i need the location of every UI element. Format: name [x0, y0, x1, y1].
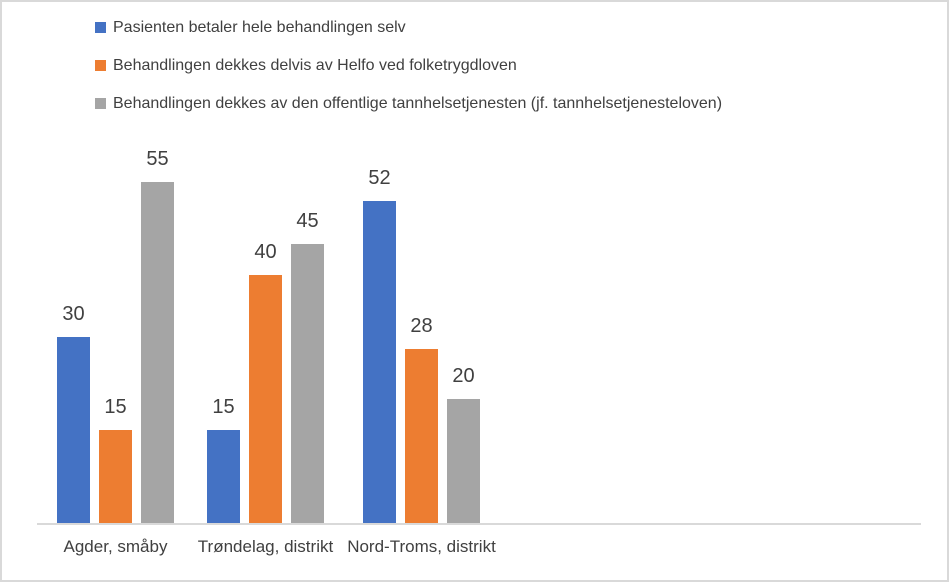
legend-swatch-icon	[95, 98, 106, 109]
data-label: 52	[368, 167, 391, 189]
chart-legend: Pasienten betaler hele behandlingen selv…	[95, 19, 722, 133]
data-label: 30	[62, 303, 85, 325]
bar-Agder, småby-series-3	[141, 182, 174, 523]
x-axis-line	[37, 523, 921, 525]
bar-Agder, småby-series-2	[99, 430, 132, 523]
data-label: 20	[452, 365, 475, 387]
legend-item: Pasienten betaler hele behandlingen selv	[95, 19, 722, 36]
category-label: Trøndelag, distrikt	[197, 537, 334, 556]
bar-Nord-Troms, distrikt-series-3	[447, 399, 480, 523]
bar-Nord-Troms, distrikt-series-2	[405, 349, 438, 523]
legend-swatch-icon	[95, 60, 106, 71]
data-label: 40	[254, 241, 277, 263]
category-label: Nord-Troms, distrikt	[347, 537, 496, 556]
data-label: 15	[104, 396, 127, 418]
data-label: 15	[212, 396, 235, 418]
bar-Trøndelag, distrikt-series-1	[207, 430, 240, 523]
legend-swatch-icon	[95, 22, 106, 33]
data-label: 45	[296, 210, 319, 232]
bar-Trøndelag, distrikt-series-2	[249, 275, 282, 523]
bar-Trøndelag, distrikt-series-3	[291, 244, 324, 523]
data-label: 55	[146, 148, 169, 170]
legend-label: Pasienten betaler hele behandlingen selv	[113, 18, 406, 36]
legend-item: Behandlingen dekkes av den offentlige ta…	[95, 95, 722, 112]
legend-item: Behandlingen dekkes delvis av Helfo ved …	[95, 57, 722, 74]
category-label: Agder, småby	[63, 537, 168, 556]
legend-label: Behandlingen dekkes av den offentlige ta…	[113, 94, 723, 112]
data-label: 28	[410, 315, 433, 337]
bar-Agder, småby-series-1	[57, 337, 90, 523]
bar-Nord-Troms, distrikt-series-1	[363, 201, 396, 523]
legend-label: Behandlingen dekkes delvis av Helfo ved …	[113, 56, 517, 74]
